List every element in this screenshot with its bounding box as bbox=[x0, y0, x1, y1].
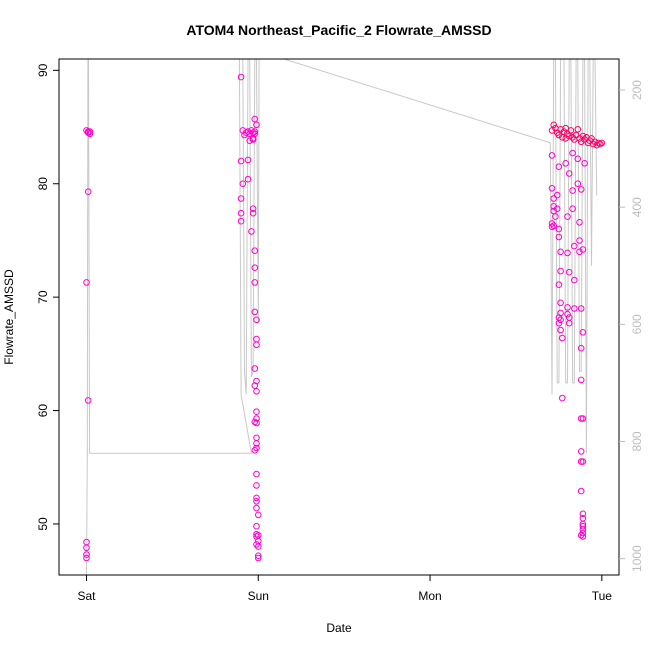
y-axis-label: Flowrate_AMSSD bbox=[2, 269, 16, 365]
x-tick-label: Sat bbox=[77, 589, 96, 603]
y-tick-label: 50 bbox=[36, 517, 50, 531]
y-tick-label: 70 bbox=[36, 290, 50, 304]
chart-title: ATOM4 Northeast_Pacific_2 Flowrate_AMSSD bbox=[186, 22, 491, 38]
y2-tick-label: 800 bbox=[630, 431, 644, 451]
y2-tick-label: 200 bbox=[630, 80, 644, 100]
y2-tick-label: 400 bbox=[630, 197, 644, 217]
x-tick-label: Sun bbox=[248, 589, 269, 603]
x-axis-label: Date bbox=[326, 621, 352, 635]
y-tick-label: 90 bbox=[36, 63, 50, 77]
x-tick-label: Mon bbox=[418, 589, 441, 603]
y2-tick-label: 600 bbox=[630, 314, 644, 334]
x-tick-label: Tue bbox=[592, 589, 613, 603]
y-tick-label: 80 bbox=[36, 177, 50, 191]
y2-tick-label: 1000 bbox=[630, 545, 644, 572]
y-tick-label: 60 bbox=[36, 404, 50, 418]
